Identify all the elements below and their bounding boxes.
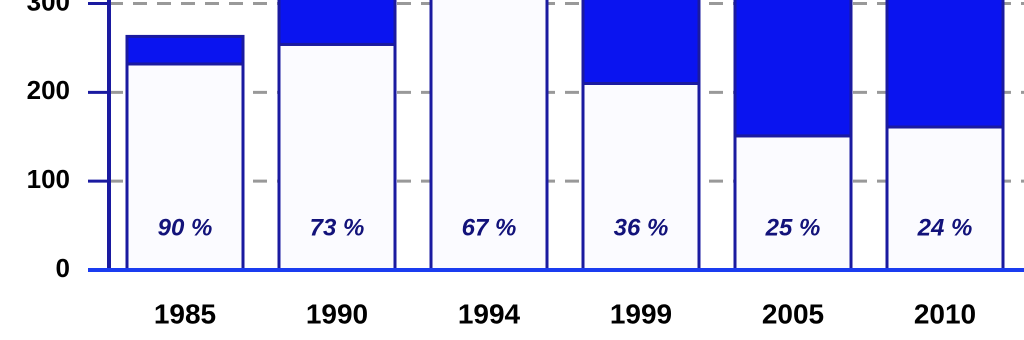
x-tick-label: 1994 [458, 298, 521, 329]
bar-segment [885, 125, 1005, 272]
bar-annotation: 36 % [614, 214, 669, 241]
x-tick-label: 2005 [762, 298, 824, 329]
bar-segment [277, 0, 397, 46]
y-tick-label: 200 [27, 75, 70, 105]
plot-area [125, 0, 1005, 272]
bar-segment [125, 34, 245, 66]
x-tick-label: 2010 [914, 298, 976, 329]
bar-annotation: 24 % [917, 214, 973, 241]
bar-segment [733, 134, 853, 272]
bar-segment [885, 0, 1005, 129]
bar-annotation: 73 % [310, 214, 365, 241]
x-tick-label: 1990 [306, 298, 368, 329]
bar-annotation: 90 % [158, 214, 213, 241]
bar-segment [429, 0, 549, 272]
bar-segment [277, 42, 397, 272]
bar-segment [581, 81, 701, 272]
bar-segment [581, 0, 701, 85]
y-tick-label: 100 [27, 164, 70, 194]
bar-annotation: 25 % [765, 214, 821, 241]
y-tick-label: 0 [56, 253, 70, 283]
y-tick-label: 300 [27, 0, 70, 16]
bar-segment [733, 0, 853, 138]
x-tick-label: 1985 [154, 298, 216, 329]
bar-annotation: 67 % [462, 214, 517, 241]
x-tick-label: 1999 [610, 298, 672, 329]
